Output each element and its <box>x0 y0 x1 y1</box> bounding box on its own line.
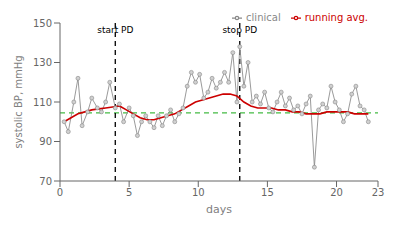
svg-text:start PD: start PD <box>97 25 133 35</box>
html-text:clinical: clinical <box>246 12 281 23</box>
svg-text:10: 10 <box>192 187 205 198</box>
svg-text:5: 5 <box>126 187 132 198</box>
svg-text:15: 15 <box>261 187 274 198</box>
svg-text:0: 0 <box>57 187 63 198</box>
svg-text:20: 20 <box>330 187 343 198</box>
svg-text:systolic BP, mmHg: systolic BP, mmHg <box>13 55 24 148</box>
svg-text:150: 150 <box>33 18 52 29</box>
svg-text:110: 110 <box>33 97 52 108</box>
html-text:running avg.: running avg. <box>304 12 368 23</box>
svg-text:130: 130 <box>33 57 52 68</box>
svg-text:days: days <box>206 203 232 216</box>
svg-text:70: 70 <box>39 176 52 187</box>
svg-text:23: 23 <box>372 187 385 198</box>
svg-text:stop PD: stop PD <box>222 25 257 35</box>
svg-text:90: 90 <box>39 136 52 147</box>
